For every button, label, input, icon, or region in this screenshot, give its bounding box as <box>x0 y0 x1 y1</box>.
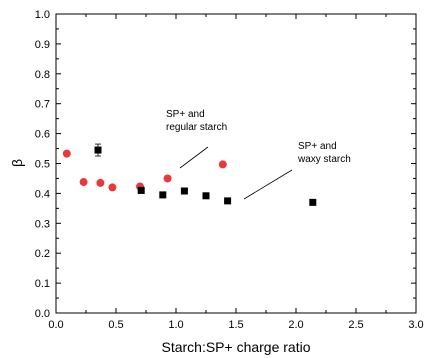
circle-marker-point <box>79 178 88 187</box>
plot-frame <box>55 13 417 314</box>
ticks-group: 0.0 0.5 1.0 1.5 2.0 2.5 3.0 0.0 0.1 0.2 0.3 0.4 0.5 0… <box>35 9 424 331</box>
square-marker-point <box>202 192 210 200</box>
annotation-waxy-line-2: waxy starch <box>297 154 351 165</box>
circle-marker-point <box>163 174 172 183</box>
annotation-waxy-pointer <box>243 169 293 200</box>
square-marker-point <box>159 191 167 199</box>
y-tick-label: 0.1 <box>35 278 50 290</box>
y-tick-label: 0.7 <box>35 99 50 111</box>
annotation-regular-starch: SP+ and regular starch <box>166 109 227 133</box>
annotation-regular-line-1: SP+ and <box>166 109 205 120</box>
annotation-regular-line-2: regular starch <box>166 122 227 133</box>
x-tick-label: 2.5 <box>348 319 363 331</box>
y-tick-label: 0.6 <box>35 129 50 141</box>
x-tick-label: 1.5 <box>228 319 243 331</box>
y-tick-label: 0.3 <box>35 218 50 230</box>
y-tick-label: 0.4 <box>35 188 50 200</box>
y-tick-label: 0.8 <box>35 69 50 81</box>
square-marker-point <box>309 198 317 206</box>
square-marker-point <box>224 197 232 205</box>
square-marker-point <box>180 187 188 195</box>
y-tick-label: 0.5 <box>35 159 50 171</box>
circle-marker-point <box>62 149 71 158</box>
marks-group <box>62 143 317 206</box>
circle-marker-point <box>108 183 117 192</box>
circle-marker-point <box>218 160 227 169</box>
y-axis-title: β <box>9 159 25 167</box>
y-tick-label: 0.9 <box>35 39 50 51</box>
x-tick-label: 3.0 <box>408 319 423 331</box>
circle-marker-point <box>96 178 105 187</box>
x-tick-label: 2.0 <box>288 319 303 331</box>
x-tick-label: 0.0 <box>48 319 63 331</box>
x-tick-label: 1.0 <box>168 319 183 331</box>
y-tick-label: 0.0 <box>35 308 50 320</box>
annotation-waxy-starch: SP+ and waxy starch <box>297 141 351 165</box>
square-marker-point <box>94 146 102 154</box>
x-axis-title: Starch:SP+ charge ratio <box>161 339 310 355</box>
square-marker-point <box>137 186 145 194</box>
x-tick-label: 0.5 <box>108 319 123 331</box>
y-tick-label: 0.2 <box>35 248 50 260</box>
annotation-regular-pointer <box>179 146 209 169</box>
y-tick-label: 1.0 <box>35 9 50 21</box>
annotation-waxy-line-1: SP+ and <box>298 141 337 152</box>
